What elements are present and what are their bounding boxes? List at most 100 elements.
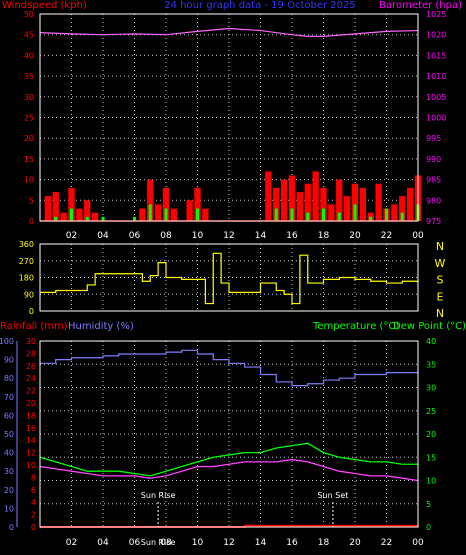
humidity-tick-label: 0 <box>9 523 14 532</box>
rainfall-tick-label: 26 <box>26 362 36 371</box>
rainfall-tick-label: 22 <box>26 387 36 396</box>
windspeed-tick-label: 15 <box>24 155 34 164</box>
gust-bar <box>304 183 311 221</box>
sun-marker-label: Sun Rise <box>141 491 176 500</box>
wind-panel-xtick-label: 08 <box>160 231 172 241</box>
gust-bar <box>351 183 359 221</box>
wind-panel-frame <box>39 13 419 222</box>
windspeed-tick-label: 40 <box>24 51 34 60</box>
barometer-tick-label: 975 <box>426 217 441 226</box>
average-bar <box>290 208 294 221</box>
gust-bar <box>280 179 288 221</box>
rain-panel-xtick-label: 04 <box>97 538 109 548</box>
windspeed-tick-label: 10 <box>24 176 34 185</box>
gust-bar <box>139 208 146 221</box>
average-bar <box>196 208 199 221</box>
wind-panel-xtick-label: 12 <box>223 231 234 241</box>
barometer-tick-label: 980 <box>426 196 441 205</box>
barometer-tick-label: 995 <box>426 134 441 143</box>
average-bar <box>133 216 136 221</box>
gust-bar <box>194 187 201 221</box>
wind-panel-xtick-label: 16 <box>286 231 298 241</box>
windspeed-tick-label: 35 <box>24 72 34 81</box>
direction-tick-label: 180 <box>19 274 34 283</box>
gust-bar <box>84 200 91 221</box>
temperature-tick-label: 0 <box>426 523 431 532</box>
gust-bar <box>320 187 327 221</box>
rain-panel-xtick-label: 00 <box>412 538 424 548</box>
barometer-tick-label: 1005 <box>426 93 446 102</box>
temperature-line <box>39 442 418 477</box>
humidity-tick-label: 20 <box>4 486 14 495</box>
barometer-line <box>39 27 419 37</box>
gust-bar <box>147 179 154 221</box>
gust-bar <box>52 192 59 221</box>
wind-panel-xtick-label: 04 <box>97 231 109 241</box>
gust-bar <box>202 208 209 221</box>
windspeed-tick-label: 20 <box>24 134 34 143</box>
rain-panel-xtick-label: 08 <box>160 538 172 548</box>
compass-label: W <box>435 257 446 270</box>
direction-tick-label: 90 <box>24 290 34 299</box>
humidity-tick-label: 30 <box>4 467 14 476</box>
average-bar <box>400 212 404 221</box>
rainfall-tick-label: 10 <box>26 461 36 470</box>
rainfall-tick-label: 6 <box>31 486 36 495</box>
average-bar <box>164 208 168 221</box>
rainfall-tick-label: 0 <box>31 523 36 532</box>
humidity-tick-label: 70 <box>4 393 14 402</box>
temperature-tick-label: 30 <box>426 384 436 393</box>
sunrise-axis-label: Sun Rise <box>141 538 176 547</box>
gust-bar <box>343 196 351 221</box>
average-bar <box>101 216 105 221</box>
barometer-tick-label: 990 <box>426 155 441 164</box>
temperature-tick-label: 15 <box>426 453 436 462</box>
average-bar <box>385 208 388 221</box>
rainfall-tick-label: 28 <box>26 349 36 358</box>
rain-panel-xtick-label: 20 <box>349 538 361 548</box>
average-bar <box>337 212 341 221</box>
wind-panel-xtick-label: 10 <box>192 231 204 241</box>
barometer-tick-label: 1000 <box>426 114 446 123</box>
temperature-tick-label: 40 <box>426 337 436 346</box>
compass-label: N <box>436 240 444 253</box>
gust-bar <box>288 175 296 221</box>
average-bar <box>85 216 89 221</box>
direction-panel-frame <box>39 243 419 312</box>
gust-bar <box>186 200 193 221</box>
barometer-tick-label: 1025 <box>426 10 446 19</box>
dewpoint-axis-label: Dew Point (°C) <box>393 321 466 332</box>
compass-label: E <box>437 290 444 303</box>
windspeed-tick-label: 50 <box>24 10 34 19</box>
gust-bar <box>273 187 280 221</box>
gust-bar <box>375 183 382 221</box>
windspeed-tick-label: 30 <box>24 93 34 102</box>
rainfall-tick-label: 16 <box>26 424 36 433</box>
rainfall-axis-label: Rainfall (mm) <box>0 321 68 332</box>
gust-bar <box>68 187 75 221</box>
rainfall-tick-label: 14 <box>26 436 36 445</box>
dewpoint-line <box>39 458 419 482</box>
wind-panel-xtick-label: 00 <box>412 231 424 241</box>
humidity-tick-label: 90 <box>4 356 14 365</box>
wind-panel-xtick-label: 22 <box>381 231 392 241</box>
rainfall-tick-label: 24 <box>26 374 36 383</box>
humidity-axis-label: Humidity (%) <box>68 321 134 332</box>
average-bar <box>54 216 58 221</box>
average-bar <box>322 208 325 221</box>
rainfall-tick-label: 18 <box>26 411 36 420</box>
rainfall-tick-label: 8 <box>31 473 36 482</box>
gust-bar <box>296 192 304 221</box>
humidity-tick-label: 80 <box>4 374 14 383</box>
rain-panel-frame <box>39 340 419 528</box>
average-bar <box>369 216 373 221</box>
barometer-tick-label: 1020 <box>426 31 446 40</box>
rain-panel-xtick-label: 18 <box>318 538 330 548</box>
barometer-tick-label: 985 <box>426 176 441 185</box>
rain-panel-xtick-label: 02 <box>66 538 77 548</box>
rain-panel-xtick-label: 22 <box>381 538 392 548</box>
barometer-tick-label: 1015 <box>426 51 446 60</box>
gust-bar <box>44 196 52 221</box>
temperature-tick-label: 10 <box>426 477 436 486</box>
